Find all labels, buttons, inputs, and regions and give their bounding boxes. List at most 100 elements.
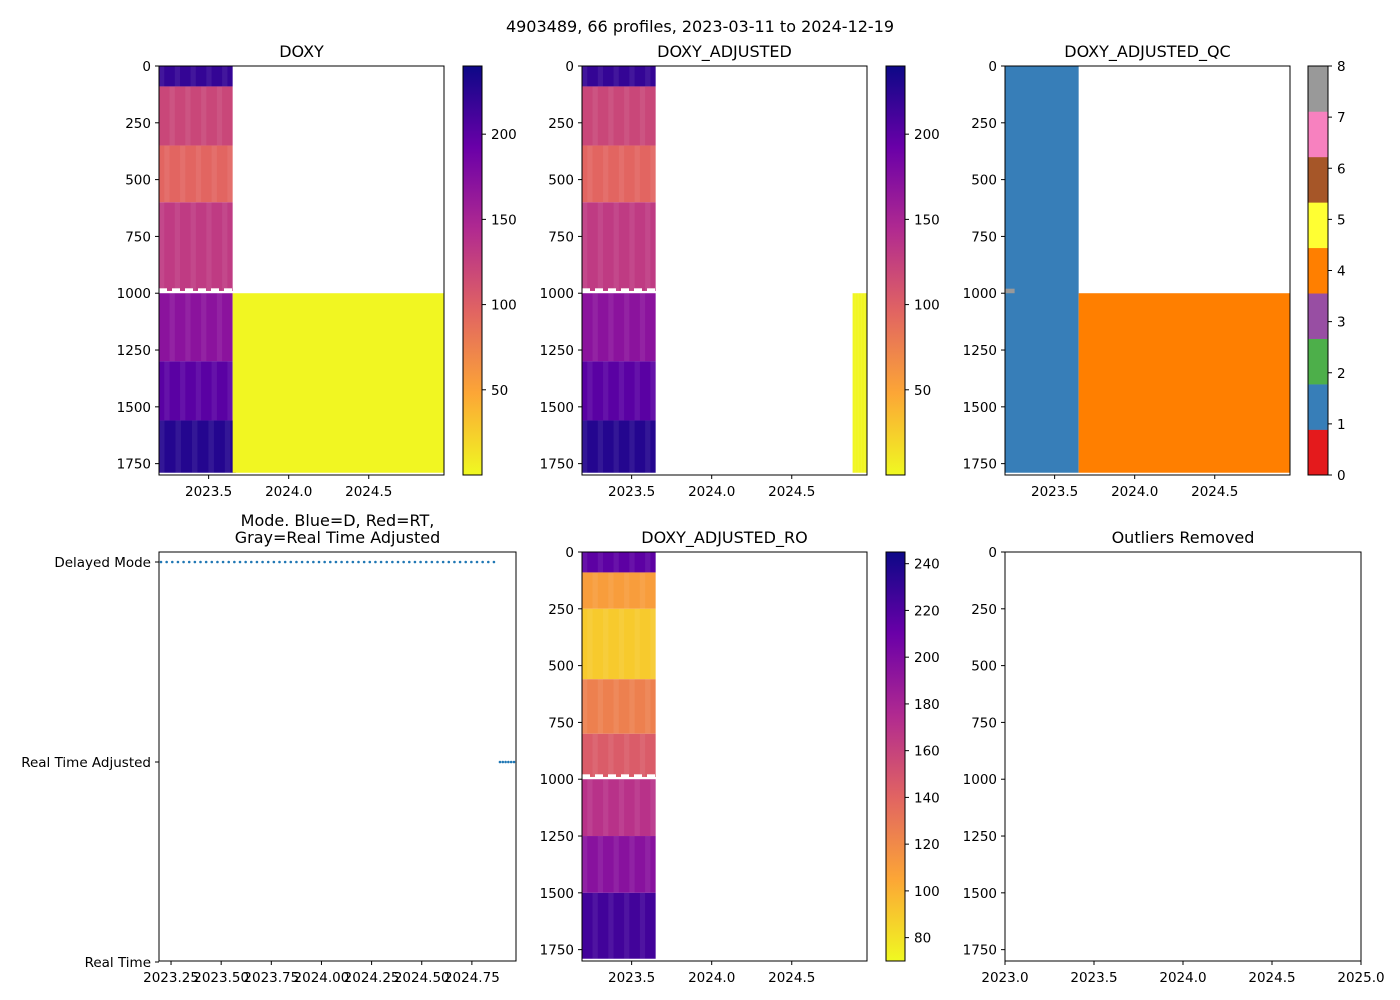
mode-point [413,560,417,564]
profile-texture [169,86,175,146]
mode-point [424,560,428,564]
data-gap [621,288,629,292]
x-tick-label: 2024.5 [768,484,815,500]
colorbar-tick-label: 150 [491,212,517,228]
mode-point [447,560,451,564]
profile-texture [211,361,217,421]
mode-point [306,560,310,564]
colorbar-tick-label: 8 [1337,59,1346,75]
y-tick-label: Delayed Mode [54,555,151,571]
profile-texture [592,86,598,146]
y-tick-label: 0 [565,59,574,75]
colorbar-frame [1307,65,1329,476]
mode-point [233,560,236,564]
profile-texture [175,420,181,473]
profile-texture [592,733,598,777]
profile-texture [582,202,588,291]
profile-texture [618,361,625,421]
profile-texture [613,202,619,291]
profile-texture [206,202,212,291]
colorbar-tick-label: 120 [914,837,940,853]
profile-texture [587,608,593,680]
y-tick-label: 1750 [963,943,997,959]
data-gap [224,288,232,292]
x-tick-label: 2025.0 [1337,970,1384,986]
mode-point [504,760,507,764]
profile-texture [227,145,233,203]
profile-texture [603,145,609,203]
x-tick-label: 2023.5 [608,970,655,986]
y-tick-label: 1750 [117,457,151,473]
heatmap-cell [582,679,656,734]
profile-texture [222,202,228,291]
y-tick-label: 1500 [540,400,574,416]
profile-texture [195,145,202,203]
mode-point [512,760,516,764]
profile-texture [860,293,862,473]
y-tick-label: 1000 [963,772,997,788]
colorbar-tick-label: 200 [914,127,940,143]
x-tick-label: 2024.5 [345,484,392,500]
profile-texture [582,552,588,573]
profile-texture [608,293,614,362]
mode-point [283,560,287,564]
mode-point [272,560,276,564]
mode-point [441,560,445,564]
colorbar-tick-label: 200 [491,127,517,143]
heatmap-cell [159,66,233,87]
y-tick-label: 750 [548,715,574,731]
mode-point [509,760,513,764]
data-gap [172,288,180,292]
plot-frame [1004,551,1362,962]
y-tick-label: 1250 [540,829,574,845]
profile-texture [190,66,196,87]
mode-point [249,560,253,564]
mode-point [289,560,293,564]
profile-texture [639,293,646,362]
colorbar-tick-label: 100 [914,884,940,900]
profile-texture [650,145,656,203]
profile-texture [206,66,212,87]
heatmap-cell [582,361,656,421]
colorbar-tick-label: 50 [914,383,931,399]
colorbar-segment [1308,202,1328,249]
profile-texture [169,293,175,362]
x-tick-label: 2023.25 [143,970,199,986]
colorbar: 80 100 120 140 160 180 200 220 240 [885,551,940,962]
profile-texture [164,145,170,203]
profile-texture [208,420,214,473]
mode-point [430,560,434,564]
mode-point [227,560,231,564]
profile-texture [645,420,651,473]
y-tick-label: 250 [125,116,151,132]
y-tick-label: 1750 [540,457,574,473]
mode-point [334,560,338,564]
profile-texture [597,679,604,734]
data-gap [582,774,590,778]
heatmap-cell [1005,288,1015,294]
panel-outliers_removed: Outliers Removed 2023.0 2023.5 2024.0 2024.5… [963,528,1385,986]
profile-texture [582,679,588,734]
colorbar-segment [1308,429,1328,476]
mode-point [407,560,411,564]
mode-point [204,560,208,564]
x-tick-label: 2024.0 [688,484,735,500]
y-tick-label: 250 [971,602,997,618]
y-tick-label: 0 [565,545,574,561]
profile-texture [624,892,630,959]
plot-frame [158,551,517,962]
y-tick-label: 500 [125,173,151,189]
y-tick-label: 1500 [540,886,574,902]
mode-point [379,560,383,564]
plot-area [159,66,444,473]
heatmap-cell [582,420,656,473]
panel-doxy: DOXY 2023.5 2024.0 2024.5 0 250 500 750 1000 1250… [117,42,517,500]
heatmap-cell [159,420,236,473]
mode-point [238,560,242,564]
mode-point [216,560,219,564]
heatmap-cell [852,293,867,473]
x-tick-label: 2024.5 [1248,970,1295,986]
profile-texture [613,66,619,87]
profile-texture [174,66,181,87]
data-gap [185,288,193,292]
